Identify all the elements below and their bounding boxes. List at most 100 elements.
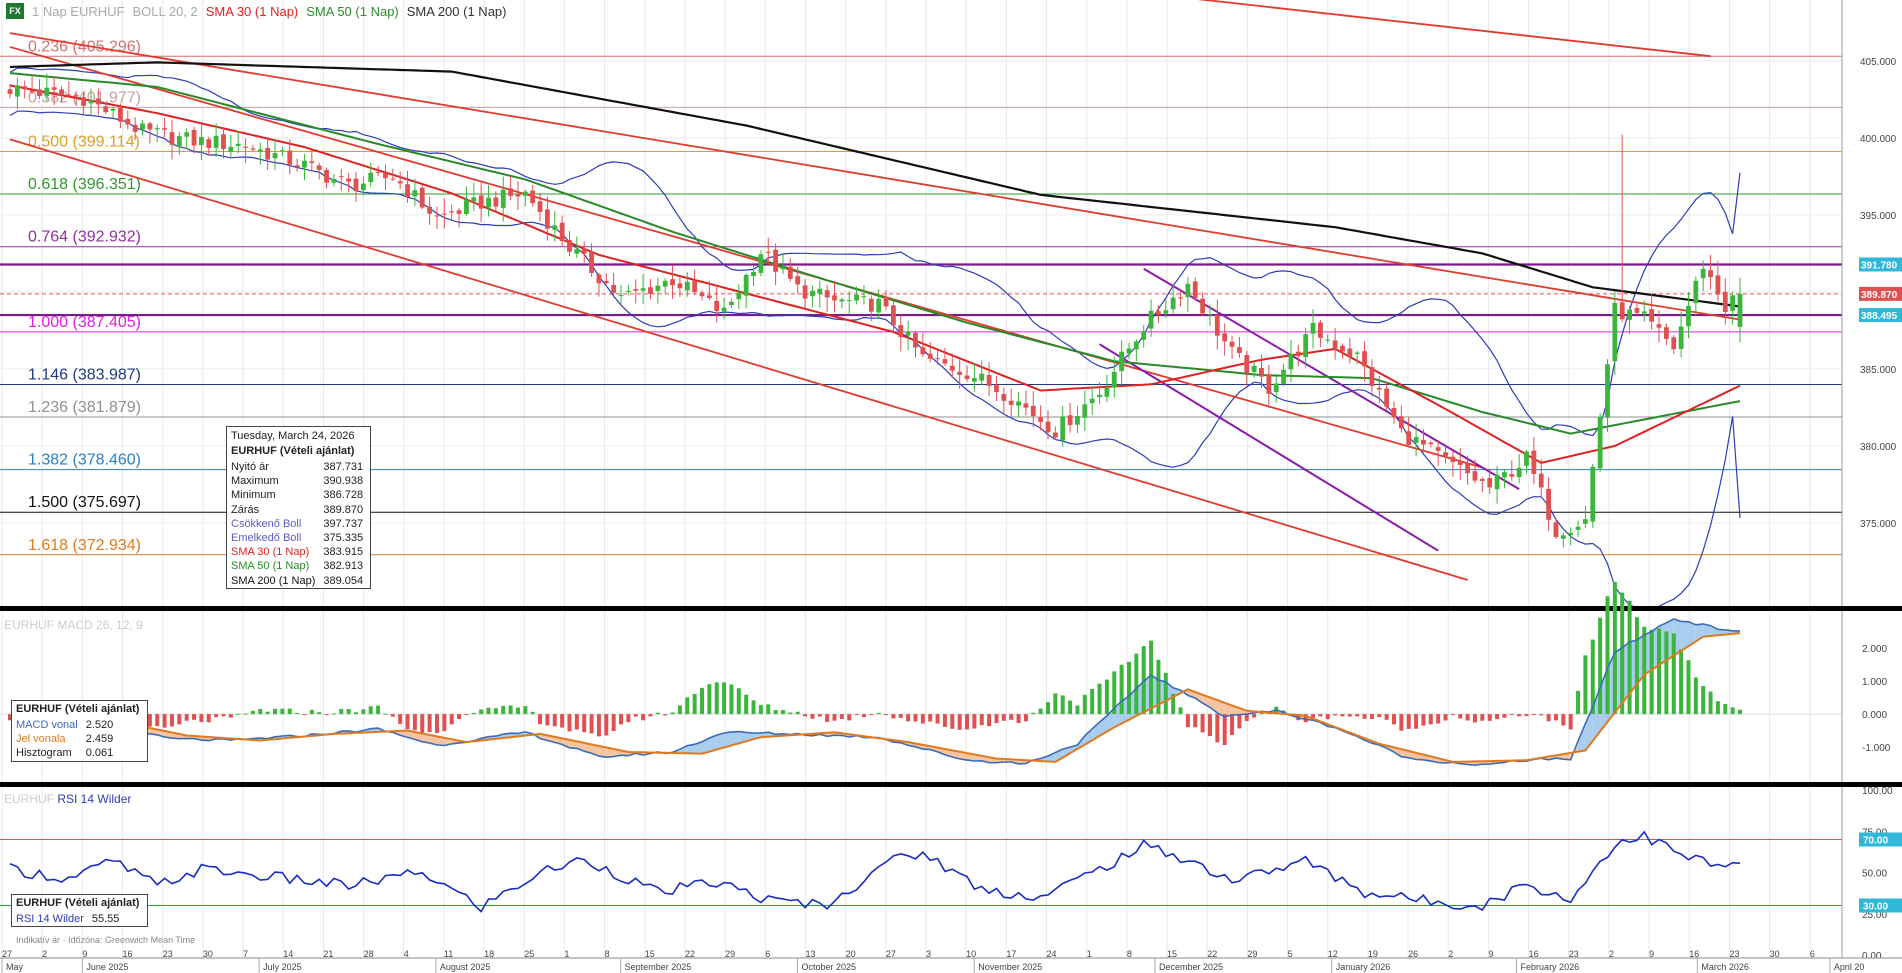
- macd-histogram-bar: [884, 714, 889, 716]
- macd-histogram-bar: [832, 714, 837, 721]
- candle-body: [1030, 405, 1036, 417]
- macd-histogram-bar: [1627, 600, 1632, 715]
- fib-level-label: 1.618 (372.934): [28, 537, 141, 554]
- macd-histogram-bar: [1082, 694, 1087, 715]
- macd-histogram-bar: [1450, 714, 1455, 716]
- time-axis-day: 23: [1569, 949, 1579, 959]
- candle-body: [787, 266, 793, 279]
- macd-histogram-bar: [920, 714, 925, 724]
- candle-body: [1737, 293, 1743, 327]
- macd-histogram-bar: [1598, 617, 1603, 715]
- time-axis-day: 24: [1047, 949, 1057, 959]
- candle-body: [1421, 439, 1426, 445]
- candle-body: [625, 290, 631, 293]
- time-axis-day: 6: [1810, 949, 1815, 959]
- candle-body: [66, 94, 72, 96]
- legend-sma200[interactable]: SMA 200 (1 Nap): [406, 3, 507, 19]
- macd-histogram-bar: [1252, 714, 1257, 718]
- candle-body: [1259, 367, 1264, 377]
- macd-fill: [1585, 707, 1593, 751]
- macd-histogram-bar: [1487, 714, 1492, 721]
- time-axis-month: March 2026: [1701, 962, 1749, 972]
- macd-histogram-bar: [1068, 700, 1073, 715]
- macd-histogram-bar: [449, 714, 454, 725]
- macd-fill: [1048, 752, 1056, 762]
- candle-body: [449, 211, 455, 213]
- candle-body: [1303, 334, 1309, 358]
- macd-fill: [694, 741, 702, 754]
- candle-body: [1376, 387, 1382, 390]
- rsi-title-indicator: RSI 14 Wilder: [57, 792, 132, 806]
- fib-level-label: 1.146 (383.987): [28, 367, 141, 384]
- price-tag-label: 389.870: [1861, 290, 1898, 301]
- time-axis-month: May: [6, 962, 24, 972]
- macd-histogram-bar: [1215, 714, 1220, 743]
- macd-histogram-bar: [891, 714, 896, 719]
- candle-body: [1325, 339, 1331, 341]
- candle-body: [132, 124, 138, 132]
- panel-separator: [0, 782, 1902, 787]
- macd-fill: [1681, 621, 1689, 651]
- macd-histogram-bar: [574, 714, 579, 730]
- macd-histogram-bar: [1531, 714, 1536, 716]
- candle-body: [1229, 341, 1235, 347]
- candle-body: [655, 285, 661, 291]
- time-axis-day: 1: [1087, 949, 1092, 959]
- macd-histogram-bar: [1495, 714, 1500, 720]
- info-row: Minimum 386.728: [227, 488, 367, 502]
- rsi-box-title: EURHUF (Vételi ajánlat): [16, 897, 140, 909]
- info-row-label: SMA 200 (1 Nap): [231, 574, 316, 587]
- macd-histogram-bar: [508, 705, 513, 715]
- candle-body: [677, 283, 683, 289]
- info-row: Nyitó ár 387.731: [227, 460, 367, 474]
- time-axis-month: April 20: [1834, 962, 1865, 972]
- info-row-value: 389.054: [323, 574, 364, 587]
- macd-histogram-bar: [442, 714, 447, 732]
- candle-body: [1384, 388, 1390, 407]
- candle-body: [670, 279, 675, 286]
- macd-histogram-bar: [714, 682, 719, 715]
- macd-axis-tick: 2.000: [1862, 644, 1887, 655]
- candle-body: [1016, 401, 1021, 406]
- candle-body: [861, 296, 867, 298]
- legend-sma30[interactable]: SMA 30 (1 Nap): [205, 3, 299, 19]
- macd-histogram-bar: [795, 711, 800, 715]
- macd-histogram-bar: [1634, 617, 1639, 715]
- macd-signal-line: [9, 632, 1741, 763]
- candle-body: [37, 89, 42, 97]
- macd-histogram-bar: [773, 710, 778, 715]
- info-row-label: Nyitó ár: [231, 461, 269, 473]
- candle-body: [294, 165, 300, 168]
- macd-histogram-bar: [1090, 688, 1095, 715]
- macd-histogram-bar: [1333, 714, 1338, 716]
- legend-sma50[interactable]: SMA 50 (1 Nap): [306, 3, 399, 19]
- macd-histogram-bar: [339, 708, 344, 715]
- macd-histogram-bar: [1369, 714, 1374, 720]
- info-row-label: MACD vonal: [16, 719, 78, 731]
- candle-body: [1553, 522, 1559, 537]
- info-row: SMA 50 (1 Nap) 382.913: [227, 559, 367, 573]
- candle-body: [964, 375, 970, 379]
- macd-axis-tick: 0.000: [1862, 710, 1887, 721]
- candle-body: [1295, 351, 1301, 357]
- legend-boll: BOLL 20, 2: [132, 3, 198, 19]
- candle-body: [1597, 416, 1603, 469]
- price-axis-tick: 395.000: [1860, 211, 1897, 222]
- price-axis-tick: 380.000: [1860, 442, 1897, 453]
- macd-histogram-bar: [1126, 661, 1131, 715]
- macd-histogram-bar: [729, 684, 734, 715]
- macd-histogram-bar: [1568, 714, 1573, 730]
- candle-body: [618, 294, 624, 296]
- candle-body: [51, 87, 57, 90]
- candle-body: [184, 132, 190, 137]
- trendline: [9, 138, 1468, 581]
- macd-histogram-bar: [1414, 714, 1419, 729]
- time-axis-day: 3: [926, 949, 931, 959]
- macd-histogram-bar: [700, 687, 704, 715]
- macd-histogram-bar: [913, 714, 918, 722]
- macd-histogram-bar: [214, 714, 219, 718]
- candle-body: [162, 128, 167, 130]
- sma200-line: [9, 61, 1741, 308]
- macd-histogram-bar: [376, 705, 381, 715]
- macd-histogram-bar: [1612, 581, 1617, 715]
